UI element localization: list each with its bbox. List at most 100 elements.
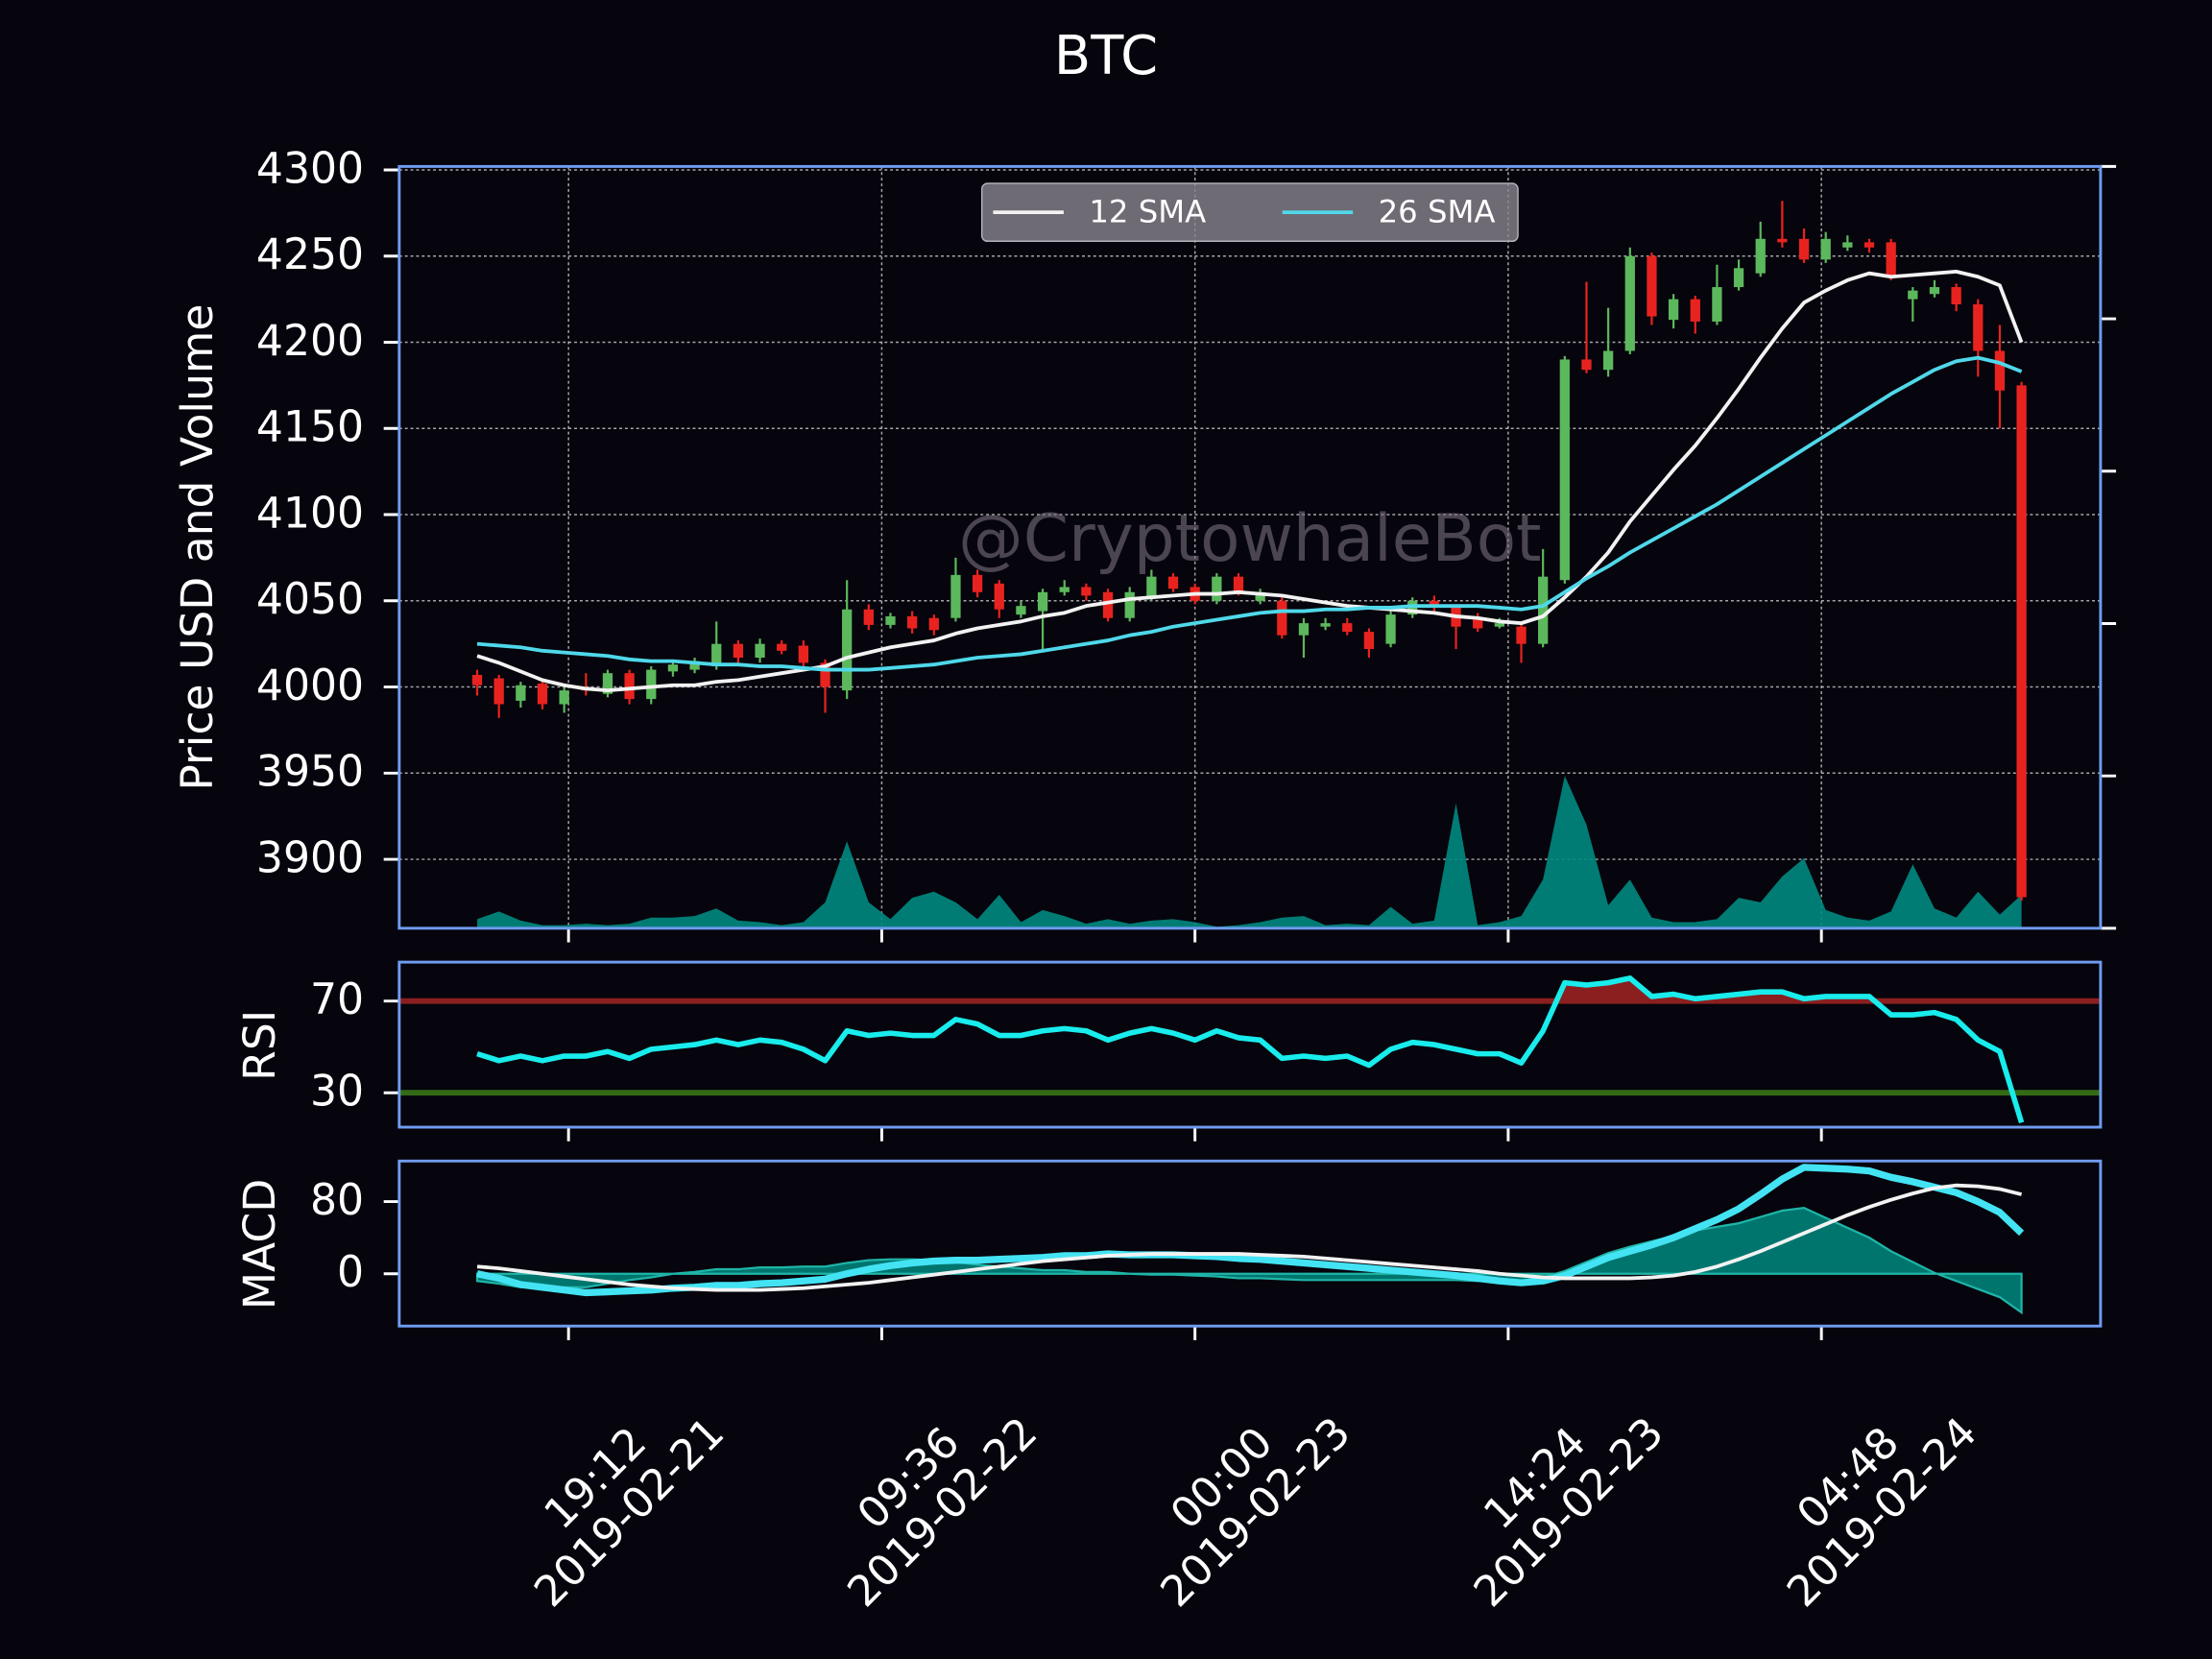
candle-body [1277,600,1287,636]
legend-label: 26 SMA [1379,194,1496,230]
candle-body [1124,591,1135,618]
candle-body [994,583,1004,610]
candle-body [1516,626,1527,644]
candle-body [1994,350,2006,391]
candle-body [755,643,765,659]
candle-body [646,669,657,700]
y-tick-label: 0 [337,1248,364,1297]
candle-body [1951,287,1961,305]
y-tick-label: 3950 [256,748,364,797]
y-tick-label: 4250 [256,230,364,279]
panel-frame [397,960,2103,1129]
candle-body [1973,304,1984,351]
candle-body [972,574,983,592]
candle-body [1320,623,1331,627]
y-tick-label: 4150 [256,403,364,452]
volume-area [477,776,2022,928]
candle-body [842,609,853,691]
candle-body [1059,587,1070,592]
plot-area [398,975,2101,1124]
y-tick-label: 3900 [256,834,364,883]
y-tick-label: 80 [310,1176,364,1225]
candle-body [1363,632,1375,650]
candle-body [471,674,483,685]
y-tick-label: 4100 [256,489,364,538]
candle-body [1037,591,1048,612]
candle-body [1755,238,1766,274]
candle-body [711,643,722,666]
watermark: @CryptowhaleBot [958,500,1541,576]
candle-body [602,673,613,694]
candle-body [667,664,679,672]
candle-body [1842,242,1853,248]
plot-area [475,1164,2025,1315]
candle-body [2016,385,2027,898]
candle-body [906,615,918,629]
candle-body [1233,576,1244,592]
candle-body [1647,255,1657,317]
candle-body [798,645,809,663]
sma-line [476,355,2023,672]
y-tick-label: 70 [310,975,364,1024]
candle-body [1102,591,1114,618]
candle-body [1559,359,1570,581]
candle-body [1473,617,1483,629]
plot-area [471,201,2027,928]
y-axis-label: MACD [234,1179,285,1310]
candle-body [777,643,787,651]
macd-histogram [475,1207,2023,1315]
candle-body [1777,238,1788,243]
candle-body [1146,576,1157,598]
candle-body [1798,238,1810,260]
candle-body [1385,614,1396,644]
candle-body [537,683,548,705]
candle-body [1255,591,1265,601]
macd-line [476,1164,2025,1297]
candle-body [1167,576,1179,589]
legend-label: 12 SMA [1089,194,1206,230]
candle-body [1538,576,1549,644]
candle-body [863,609,874,625]
candle-body [1081,587,1092,596]
y-tick-label: 4000 [256,661,364,710]
candle-body [1581,359,1592,371]
candle-body [1690,299,1700,322]
y-axis-label: RSI [234,1010,285,1081]
legend-box [980,182,1519,243]
candle-body [1863,242,1875,248]
candle-body [1342,623,1353,633]
y-tick-label: 30 [310,1068,364,1117]
candle-body [516,685,526,701]
sma-line [476,269,2024,693]
candle-body [928,617,939,631]
candle-body [1886,242,1896,277]
candle-body [1298,623,1310,636]
candle-body [1712,287,1722,322]
y-axis-label: Price USD and Volume [172,304,223,791]
candle-body [885,615,896,625]
candle-body [733,643,744,659]
y-tick-label: 4200 [256,317,364,366]
panel-frame [397,1159,2103,1328]
candle-body [1624,255,1635,351]
candle-body [689,661,700,670]
rsi-line [476,975,2025,1124]
candle-body [493,678,504,705]
candle-body [624,673,635,700]
candle-body [1016,606,1026,615]
candle-body [1820,238,1831,260]
candle-body [820,662,830,687]
candle-body [1668,299,1679,321]
chart-title: BTC [1054,25,1158,87]
signal-line [476,1183,2023,1292]
candle-body [1929,287,1940,295]
candle-body [1602,350,1614,371]
candle-body [1494,623,1504,627]
candle-body [950,574,961,618]
candle-body [559,690,569,705]
y-tick-label: 4050 [256,575,364,624]
y-tick-label: 4300 [256,144,364,193]
